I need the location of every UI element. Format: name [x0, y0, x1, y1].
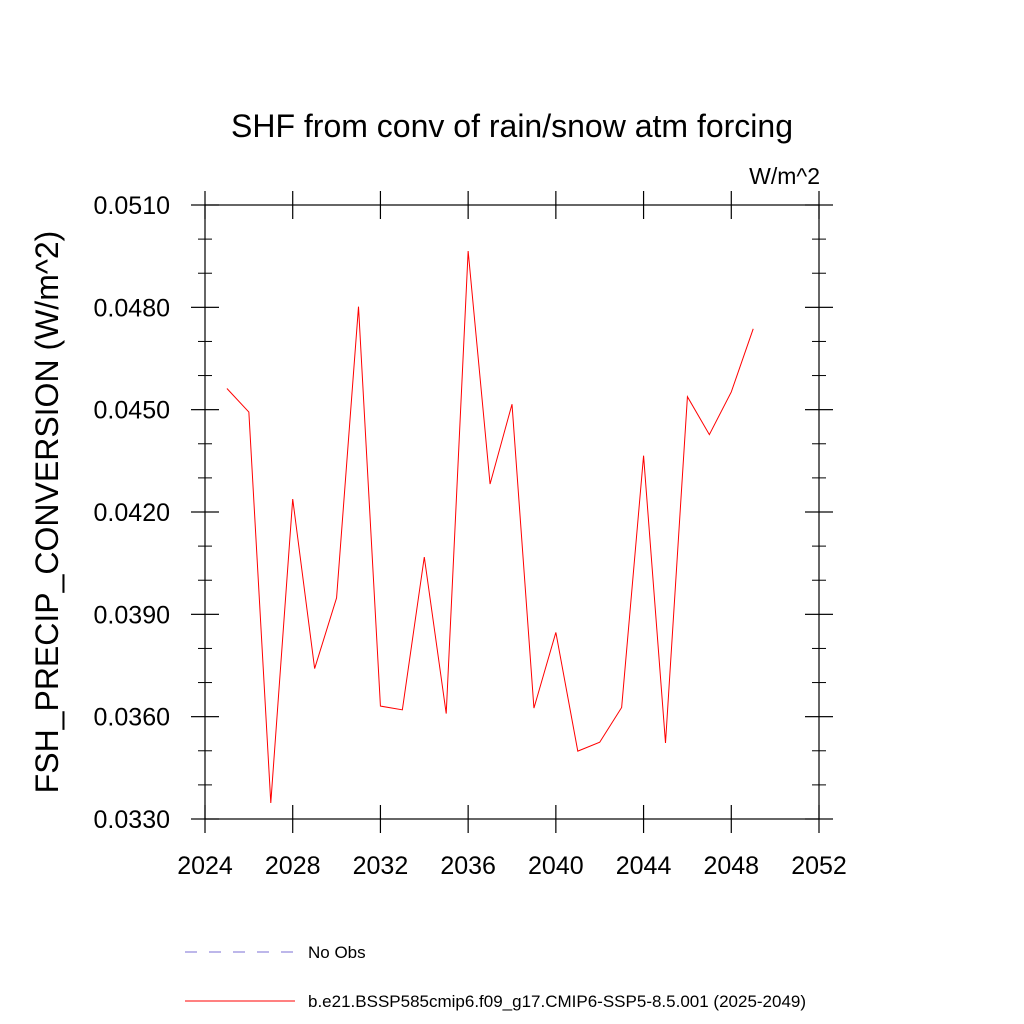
plot-frame — [204, 204, 820, 820]
series-line — [226, 251, 754, 804]
x-tick-label: 2028 — [265, 852, 321, 880]
legend-label-no-obs: No Obs — [308, 943, 366, 962]
y-tick-labels: 0.0330 0.0360 0.0390 0.0420 0.0450 0.0480 0.05… — [94, 192, 170, 834]
legend-label-model-run: b.e21.BSSP585cmip6.f09_g17.CMIP6-SSP5-8.… — [308, 992, 806, 1011]
y-tick-label: 0.0420 — [94, 499, 170, 527]
y-axis-label: FSH_PRECIP_CONVERSION (W/m^2) — [29, 231, 65, 794]
y-tick-label: 0.0330 — [94, 806, 170, 834]
chart-title: SHF from conv of rain/snow atm forcing — [231, 108, 793, 144]
series-group — [226, 251, 754, 804]
x-tick-label: 2036 — [440, 852, 496, 880]
x-tick-label: 2032 — [353, 852, 409, 880]
y-tick-label: 0.0390 — [94, 601, 170, 629]
x-tick-label: 2044 — [616, 852, 672, 880]
x-tick-label: 2048 — [703, 852, 759, 880]
y-tick-label: 0.0450 — [94, 397, 170, 425]
axis-ticks — [191, 191, 833, 833]
units-label: W/m^2 — [749, 163, 820, 189]
y-tick-label: 0.0360 — [94, 704, 170, 732]
x-tick-label: 2024 — [177, 852, 233, 880]
y-tick-label: 0.0510 — [94, 192, 170, 220]
x-tick-label: 2040 — [528, 852, 584, 880]
legend: No Obs b.e21.BSSP585cmip6.f09_g17.CMIP6-… — [185, 943, 806, 1011]
x-tick-label: 2052 — [791, 852, 847, 880]
x-tick-labels: 2024 2028 2032 2036 2040 2044 2048 2052 — [177, 852, 847, 880]
y-tick-label: 0.0480 — [94, 294, 170, 322]
